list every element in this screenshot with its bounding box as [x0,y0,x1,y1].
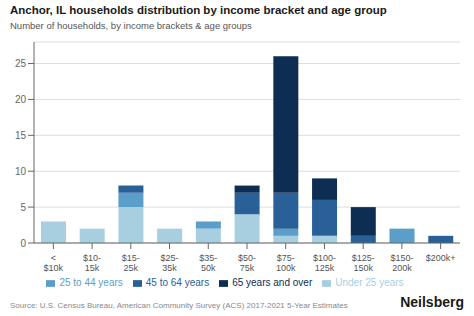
svg-text:5: 5 [20,202,26,213]
html-text:65 years and over: 65 years and over [232,277,313,288]
svg-text:$100-125k: $100-125k [313,253,336,273]
html-text:Neilsberg: Neilsberg [400,294,464,310]
html-text:Anchor, IL households distribu: Anchor, IL households distribution by in… [10,4,387,16]
svg-text:0: 0 [20,238,26,249]
html-text:45 to 64 years: 45 to 64 years [145,277,210,288]
svg-text:20: 20 [15,94,27,105]
svg-text:$15-25k: $15-25k [122,253,140,273]
html-text:Source: U.S. Census Bureau, Am: Source: U.S. Census Bureau, American Com… [10,301,348,310]
svg-text:<$10k: <$10k [44,253,64,273]
svg-text:$10-15k: $10-15k [83,253,101,273]
svg-text:$200k+: $200k+ [426,253,456,263]
svg-text:15: 15 [15,130,27,141]
html-text:25 to 44 years: 25 to 44 years [59,277,123,288]
svg-text:25: 25 [15,58,27,69]
svg-text:$50-75k: $50-75k [238,253,256,273]
svg-text:$35-50k: $35-50k [199,253,217,273]
html-text:Number of households, by incom: Number of households, by income brackets… [10,20,252,31]
svg-text:10: 10 [15,166,27,177]
html-text:Under 25 years: Under 25 years [335,277,404,288]
svg-text:$25-35k: $25-35k [161,253,179,273]
svg-text:$125-150k: $125-150k [352,253,375,273]
svg-text:$150-200k: $150-200k [390,253,413,273]
svg-text:$75-100k: $75-100k [276,253,296,273]
